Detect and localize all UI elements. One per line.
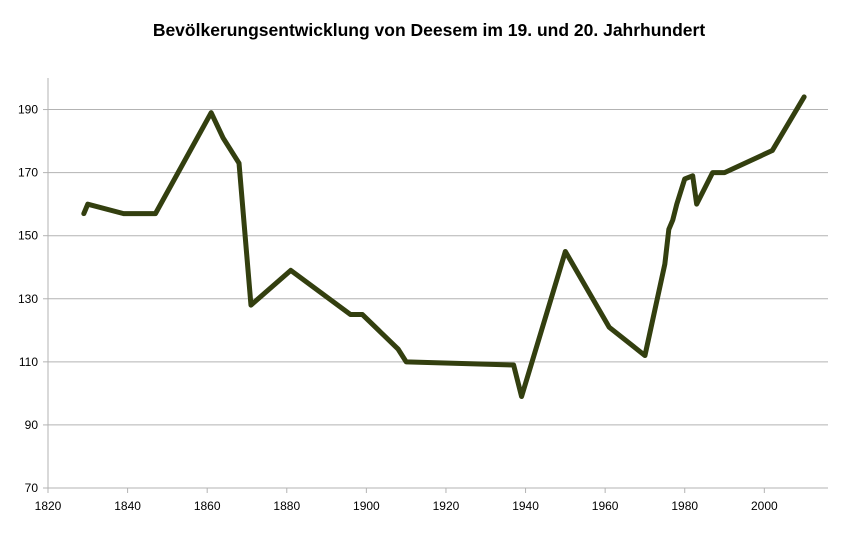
chart-title: Bevölkerungsentwicklung von Deesem im 19… [152,20,706,40]
x-tick-label: 1880 [273,499,300,513]
x-tick-label: 2000 [751,499,778,513]
y-tick-label: 190 [18,103,38,117]
x-tick-label: 1900 [353,499,380,513]
x-tick-label: 1820 [35,499,62,513]
x-tick-label: 1840 [114,499,141,513]
y-tick-label: 130 [18,292,38,306]
x-tick-label: 1860 [194,499,221,513]
y-tick-label: 150 [18,229,38,243]
x-tick-label: 1980 [671,499,698,513]
series-line [81,94,807,400]
x-tick-label: 1960 [592,499,619,513]
x-tick-label: 1940 [512,499,539,513]
x-tick-label: 1920 [433,499,460,513]
y-tick-label: 90 [25,418,39,432]
y-tick-label: 70 [25,481,39,495]
y-tick-label: 110 [19,355,38,369]
y-tick-label: 170 [18,166,38,180]
